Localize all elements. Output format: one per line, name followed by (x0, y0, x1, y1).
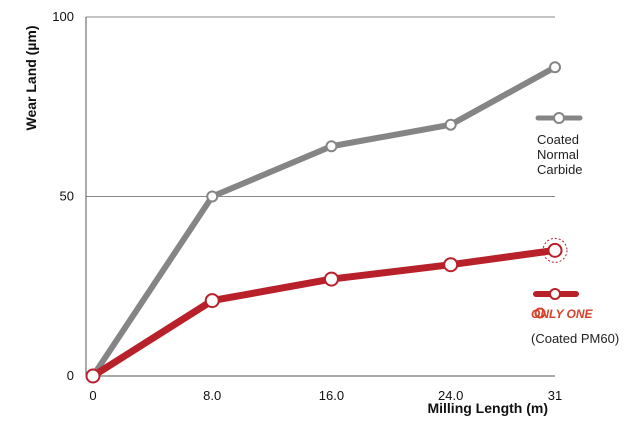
series-0-point (325, 140, 338, 153)
series-1-point (204, 293, 220, 309)
y-tick-label: 0 (67, 368, 74, 383)
only-one-logo-text: ONLY ONE (531, 307, 594, 321)
grid-lines (86, 16, 555, 197)
y-tick-label: 50 (60, 189, 74, 204)
legend-red: ONLY ONE (Coated PM60) (531, 288, 619, 346)
x-axis-title: Milling Length (m) (427, 400, 548, 416)
x-tick-label: 0 (89, 388, 96, 403)
series-0-point (444, 118, 457, 131)
legend-gray-line-1: Coated (537, 132, 579, 147)
legend-gray-line-2: Normal (537, 147, 579, 162)
series-0-point (206, 190, 219, 203)
legend-red-line-1: (Coated PM60) (531, 331, 619, 346)
highlight-ring (542, 237, 568, 263)
series-group (85, 61, 568, 384)
y-tick-labels: 0 50 100 (52, 9, 74, 383)
x-tick-label: 24.0 (438, 388, 463, 403)
only-one-logo: ONLY ONE (531, 307, 594, 321)
series-1-point (323, 271, 339, 287)
legend-red-marker (549, 288, 561, 300)
legend-gray: Coated Normal Carbide (535, 112, 583, 177)
y-tick-label: 100 (52, 9, 74, 24)
x-tick-labels: 0 8.0 16.0 24.0 31 (89, 388, 562, 403)
x-tick-label: 31 (548, 388, 562, 403)
only-one-logo-icon (534, 307, 546, 319)
series-1-point (547, 242, 563, 258)
y-axis-title: Wear Land (µm) (23, 25, 39, 130)
series-1-point (85, 368, 101, 384)
x-tick-label: 8.0 (203, 388, 221, 403)
legend-gray-line-3: Carbide (537, 162, 583, 177)
series-1-point (443, 257, 459, 273)
x-tick-label: 16.0 (319, 388, 344, 403)
series-0-point (549, 61, 561, 74)
legend-gray-marker (553, 112, 565, 124)
